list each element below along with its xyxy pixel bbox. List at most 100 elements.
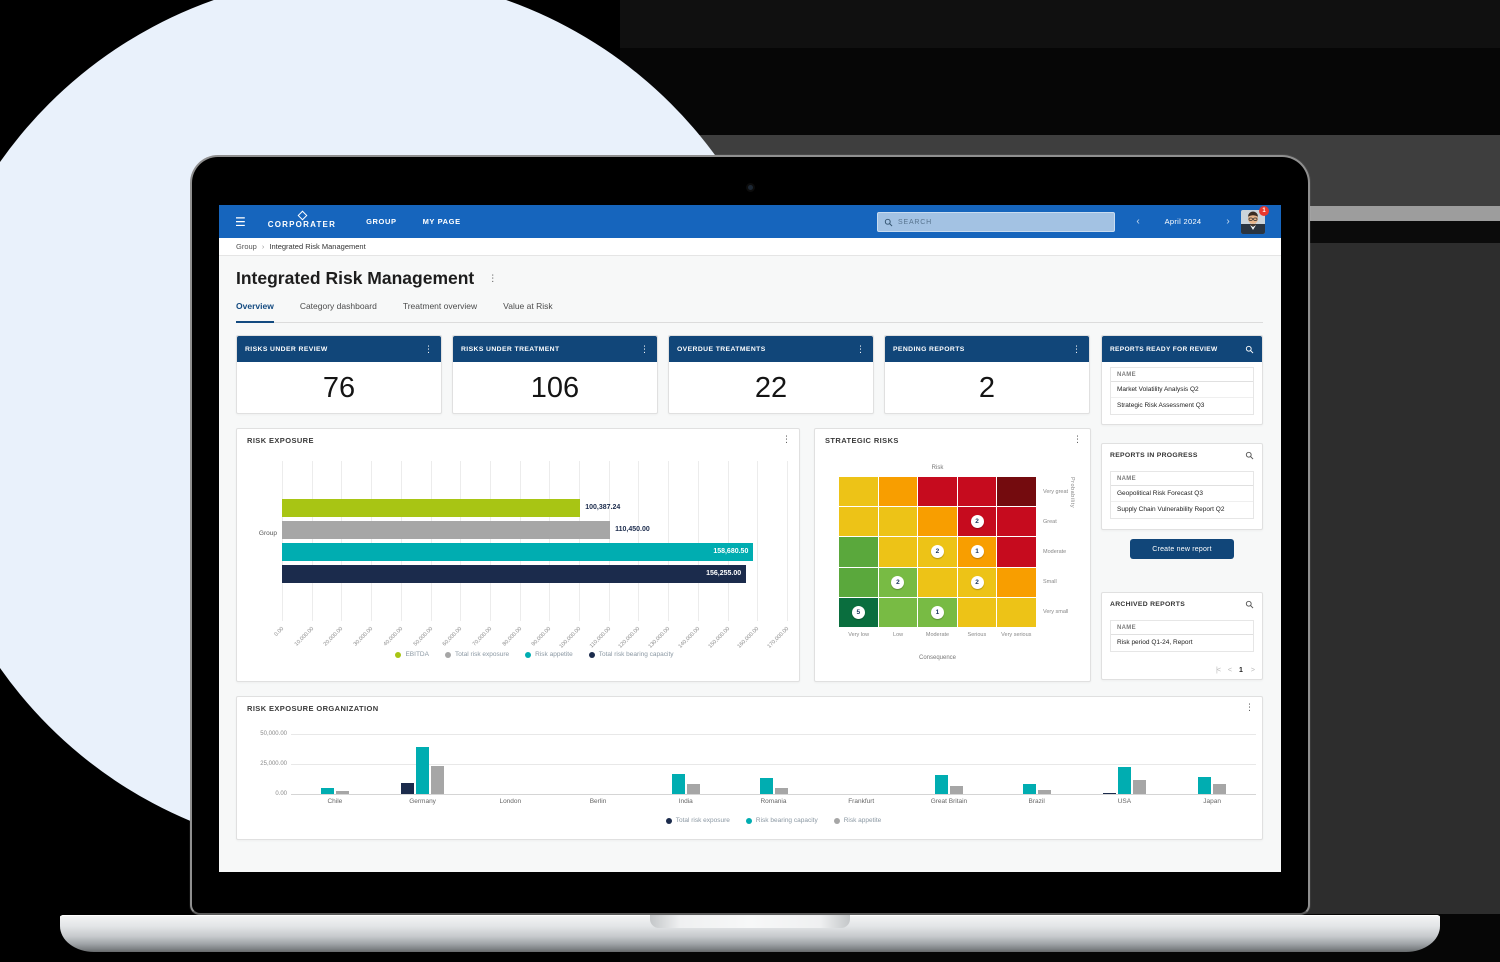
heatmap-cell[interactable] [918,507,957,537]
corporater-logo[interactable]: CORPORATER [268,210,336,229]
panel-risk-exposure: RISK EXPOSURE ⋮ Group 0.00 10,000.00 20,00… [236,428,800,682]
date-prev-icon[interactable]: ‹ [1136,216,1140,227]
date-navigator: ‹ April 2024 › [1124,205,1242,238]
pagination-first-icon[interactable]: |< [1216,667,1221,674]
kpi-kebab-icon[interactable]: ⋮ [856,343,865,354]
panel-risk-exposure-organization: RISK EXPOSURE ORGANIZATION ⋮ 50,000.00 25… [236,696,1263,840]
bar [1102,792,1116,794]
laptop-base [60,915,1440,952]
hamburger-menu-icon[interactable]: ☰ [235,214,246,229]
panel-title: ARCHIVED REPORTS [1110,600,1186,608]
heatmap-cell[interactable] [878,507,918,537]
report-table: NAME Market Volatility Analysis Q2 Strat… [1110,367,1254,415]
bar [416,747,430,794]
grid-line [371,461,373,621]
heatmap-cell[interactable] [878,477,918,507]
notification-badge[interactable]: 1 [1259,206,1269,216]
report-row[interactable]: Geopolitical Risk Forecast Q3 [1111,486,1253,502]
bar [282,543,754,561]
heatmap-cell[interactable] [997,537,1036,567]
heatmap-cell[interactable]: 1 [918,597,957,627]
kpi-card-risks-under-review: RISKS UNDER REVIEW ⋮ 76 [236,335,442,414]
app-bar: ☰ CORPORATER GROUP MY PAGE [219,205,1281,238]
y-tick-label: 0.00 [275,791,287,797]
breadcrumb-group[interactable]: Group [236,242,257,251]
bar-value-label: 158,680.50 [713,548,749,555]
page-kebab-icon[interactable]: ⋮ [488,273,498,283]
legend-label: EBITDA [405,651,429,658]
pagination-page-number[interactable]: 1 [1239,667,1243,674]
user-avatar[interactable]: 1 [1241,206,1269,234]
heatmap-cell[interactable]: 2 [957,507,997,537]
date-next-icon[interactable]: › [1226,216,1230,227]
kpi-card-overdue-treatments: OVERDUE TREATMENTS ⋮ 22 [668,335,874,414]
report-row[interactable]: Strategic Risk Assessment Q3 [1117,402,1205,409]
tab-category-dashboard[interactable]: Category dashboard [299,301,377,311]
x-category-label: Japan [1203,798,1221,805]
search-icon[interactable] [1245,600,1254,609]
kpi-kebab-icon[interactable]: ⋮ [424,343,433,354]
nav-item-group[interactable]: GROUP [366,217,397,226]
report-row[interactable]: Market Volatility Analysis Q2 [1111,382,1253,398]
legend-dot-icon [588,651,595,658]
panel-header: REPORTS READY FOR REVIEW [1102,336,1262,362]
heatmap-cell[interactable] [878,597,918,627]
legend-label: Risk bearing capacity [755,817,818,824]
heatmap-cell[interactable]: 2 [957,567,997,597]
tab-value-at-risk[interactable]: Value at Risk [503,301,553,311]
search-input[interactable] [898,218,1088,226]
panel-kebab-icon[interactable]: ⋮ [782,434,791,444]
panel-kebab-icon[interactable]: ⋮ [1073,434,1082,444]
logo-diamond-icon [297,210,308,220]
heatmap-cell[interactable]: 2 [918,537,957,567]
heatmap-cell[interactable] [839,477,878,507]
legend-item: Risk appetite [525,651,573,658]
heatmap-cell[interactable]: 1 [957,537,997,567]
heatmap-cell[interactable] [997,597,1036,627]
risk-heatmap: 2 2 1 2 2 5 1 [839,477,1036,627]
heatmap-cell[interactable] [918,567,957,597]
pagination: |< < 1 > [1216,667,1255,674]
heatmap-cell[interactable]: 2 [878,567,918,597]
legend-label: Total risk exposure [454,651,510,658]
panel-kebab-icon[interactable]: ⋮ [1245,702,1254,712]
bar [686,784,700,794]
heatmap-col-label: Serious [967,632,987,638]
bar [1213,784,1227,794]
tab-treatment-overview[interactable]: Treatment overview [402,301,478,311]
top-navigation: GROUP MY PAGE [366,217,461,226]
pagination-prev-icon[interactable]: < [1227,667,1232,674]
legend-item: Risk bearing capacity [745,817,818,824]
bar [282,521,611,539]
heatmap-cell[interactable] [918,477,957,507]
heatmap-cell[interactable] [957,477,997,507]
heatmap-cell[interactable] [997,477,1036,507]
pagination-next-icon[interactable]: > [1250,667,1255,674]
search-icon[interactable] [1245,451,1254,460]
heatmap-cell[interactable]: 5 [839,597,878,627]
date-label[interactable]: April 2024 [1164,217,1202,226]
heatmap-col-label: Very serious [1001,632,1032,638]
create-new-report-button[interactable]: Create new report [1130,539,1234,559]
heatmap-cell[interactable] [839,507,878,537]
heatmap-cell[interactable] [878,537,918,567]
kpi-kebab-icon[interactable]: ⋮ [1072,343,1081,354]
report-row[interactable]: Supply Chain Vulnerability Report Q2 [1117,506,1225,513]
risk-count-badge: 1 [930,605,944,619]
search-field[interactable] [877,212,1115,232]
tab-overview[interactable]: Overview [236,301,274,323]
legend-item: EBITDA [395,651,429,658]
bar [1132,780,1146,794]
heatmap-cell[interactable] [957,597,997,627]
bar [335,790,349,794]
nav-item-my-page[interactable]: MY PAGE [422,217,461,226]
report-row[interactable]: Risk period Q1-24, Report [1117,639,1193,646]
heatmap-cell[interactable] [997,507,1036,537]
chart-legend: EBITDA Total risk exposure Risk appetite To… [282,651,787,658]
search-icon[interactable] [1245,345,1254,354]
heatmap-cell[interactable] [997,567,1036,597]
x-category-label: Romania [760,798,787,805]
heatmap-cell[interactable] [839,537,878,567]
heatmap-cell[interactable] [839,567,878,597]
kpi-kebab-icon[interactable]: ⋮ [640,343,649,354]
